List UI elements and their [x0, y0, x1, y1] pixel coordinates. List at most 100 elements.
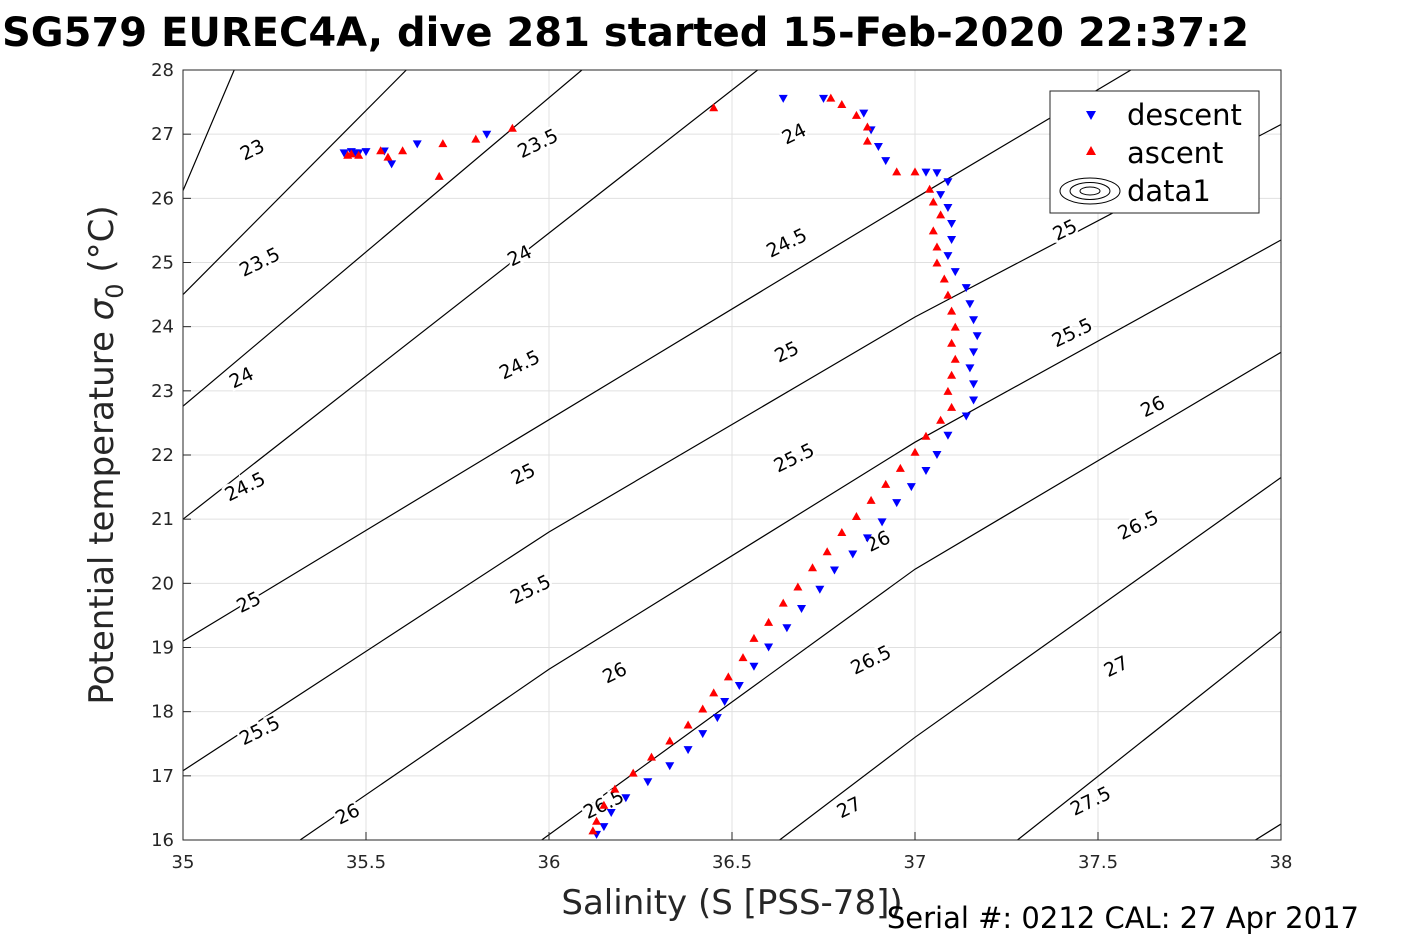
ascent-point	[939, 274, 949, 283]
density-contour-line	[183, 70, 758, 520]
ascent-point	[851, 110, 861, 119]
ascent-point	[928, 197, 938, 206]
ascent-point	[947, 306, 957, 315]
ascent-point	[683, 720, 693, 729]
ascent-point	[376, 146, 386, 155]
ascent-point	[738, 653, 748, 662]
ascent-point	[932, 258, 942, 267]
legend: descent ascent data1	[1049, 90, 1260, 214]
descent-point	[947, 220, 957, 228]
descent-point	[943, 431, 953, 440]
ascent-point	[346, 149, 356, 158]
legend-contour-icon	[1059, 177, 1121, 205]
descent-point	[972, 332, 982, 341]
descent-point	[778, 94, 788, 103]
ascent-point	[862, 122, 872, 131]
descent-point	[943, 252, 953, 261]
descent-point	[764, 643, 774, 652]
y-tick-label: 25	[151, 253, 174, 274]
descent-point	[599, 823, 609, 832]
ascent-point	[936, 210, 946, 219]
legend-box	[1049, 90, 1260, 214]
y-tick-label: 26	[151, 188, 174, 209]
ascent-point	[438, 139, 448, 148]
descent-point	[862, 534, 872, 543]
ascent-point	[709, 103, 719, 112]
descent-point	[892, 499, 902, 508]
ascent-point	[881, 479, 891, 488]
legend-data1-label: data1	[1127, 174, 1211, 208]
ascent-point	[947, 370, 957, 379]
ascent-point	[610, 784, 620, 793]
density-contour-line	[1017, 631, 1281, 840]
y-tick-label: 19	[151, 638, 174, 659]
descent-point	[698, 730, 708, 739]
descent-point	[969, 396, 979, 405]
density-contour-line	[779, 477, 1281, 840]
x-tick-label: 36	[538, 852, 561, 873]
descent-point	[683, 746, 693, 755]
descent-point	[965, 300, 975, 309]
y-tick-label: 17	[151, 766, 174, 787]
ascent-point	[892, 167, 902, 176]
density-contour-line	[183, 123, 1281, 772]
y-axis-label-symbol: σ	[82, 297, 122, 320]
descent-point	[712, 714, 722, 723]
descent-point	[969, 316, 979, 325]
descent-point	[749, 662, 759, 671]
x-tick-label: 35.5	[346, 852, 386, 873]
ascent-point	[851, 511, 861, 520]
descent-point	[665, 762, 675, 771]
y-axis-label-unit: (°C)	[82, 205, 122, 283]
density-contour-line	[299, 239, 1281, 840]
descent-point	[961, 412, 971, 421]
descent-point	[961, 284, 971, 293]
x-axis-ticks: 35 35.5 36 36.5 37 37.5 38	[172, 832, 1292, 873]
descent-point	[643, 778, 653, 787]
ascent-point	[354, 150, 364, 159]
x-axis-label: Salinity (S [PSS-78])	[561, 883, 902, 923]
x-tick-label: 37	[904, 852, 927, 873]
ascent-point	[862, 136, 872, 145]
descent-point	[932, 169, 942, 178]
descent-point	[943, 203, 953, 212]
density-contour-line	[1255, 823, 1281, 840]
descent-point	[936, 191, 946, 200]
ascent-point	[665, 736, 675, 745]
y-tick-label: 22	[151, 445, 174, 466]
ascent-point	[837, 528, 847, 536]
legend-descent-label: descent	[1127, 98, 1242, 132]
descent-point	[361, 148, 371, 157]
ascent-point	[698, 704, 708, 713]
y-tick-label: 23	[151, 381, 174, 402]
ascent-point	[932, 242, 942, 251]
descent-point	[782, 624, 792, 633]
data-points	[339, 93, 982, 839]
legend-ascent-label: ascent	[1127, 136, 1223, 170]
ascent-point	[723, 672, 733, 681]
density-contour-line	[541, 351, 1281, 840]
density-contour-line	[183, 70, 583, 407]
x-tick-label: 37.5	[1078, 852, 1118, 873]
descent-point	[881, 157, 891, 166]
ascent-point	[925, 184, 935, 193]
y-axis-ticks: 16 17 18 19 20 21 22 23 24 25 26 27 28	[151, 60, 191, 851]
ascent-point	[383, 152, 393, 161]
ascent-point	[434, 171, 444, 180]
legend-ascent-marker	[1086, 146, 1096, 155]
descent-point	[734, 682, 744, 690]
descent-point	[387, 160, 397, 169]
y-tick-label: 27	[151, 124, 174, 145]
descent-point	[621, 794, 631, 803]
ascent-point	[592, 816, 602, 825]
ascent-point	[599, 800, 609, 809]
descent-point	[969, 348, 979, 357]
y-tick-label: 20	[151, 573, 174, 594]
ascent-point	[895, 463, 905, 472]
descent-point	[965, 364, 975, 373]
ascent-point	[398, 146, 408, 155]
ascent-point	[928, 226, 938, 235]
y-axis-label: Potential temperature σ0 (°C)	[82, 205, 129, 704]
ascent-point	[947, 338, 957, 347]
